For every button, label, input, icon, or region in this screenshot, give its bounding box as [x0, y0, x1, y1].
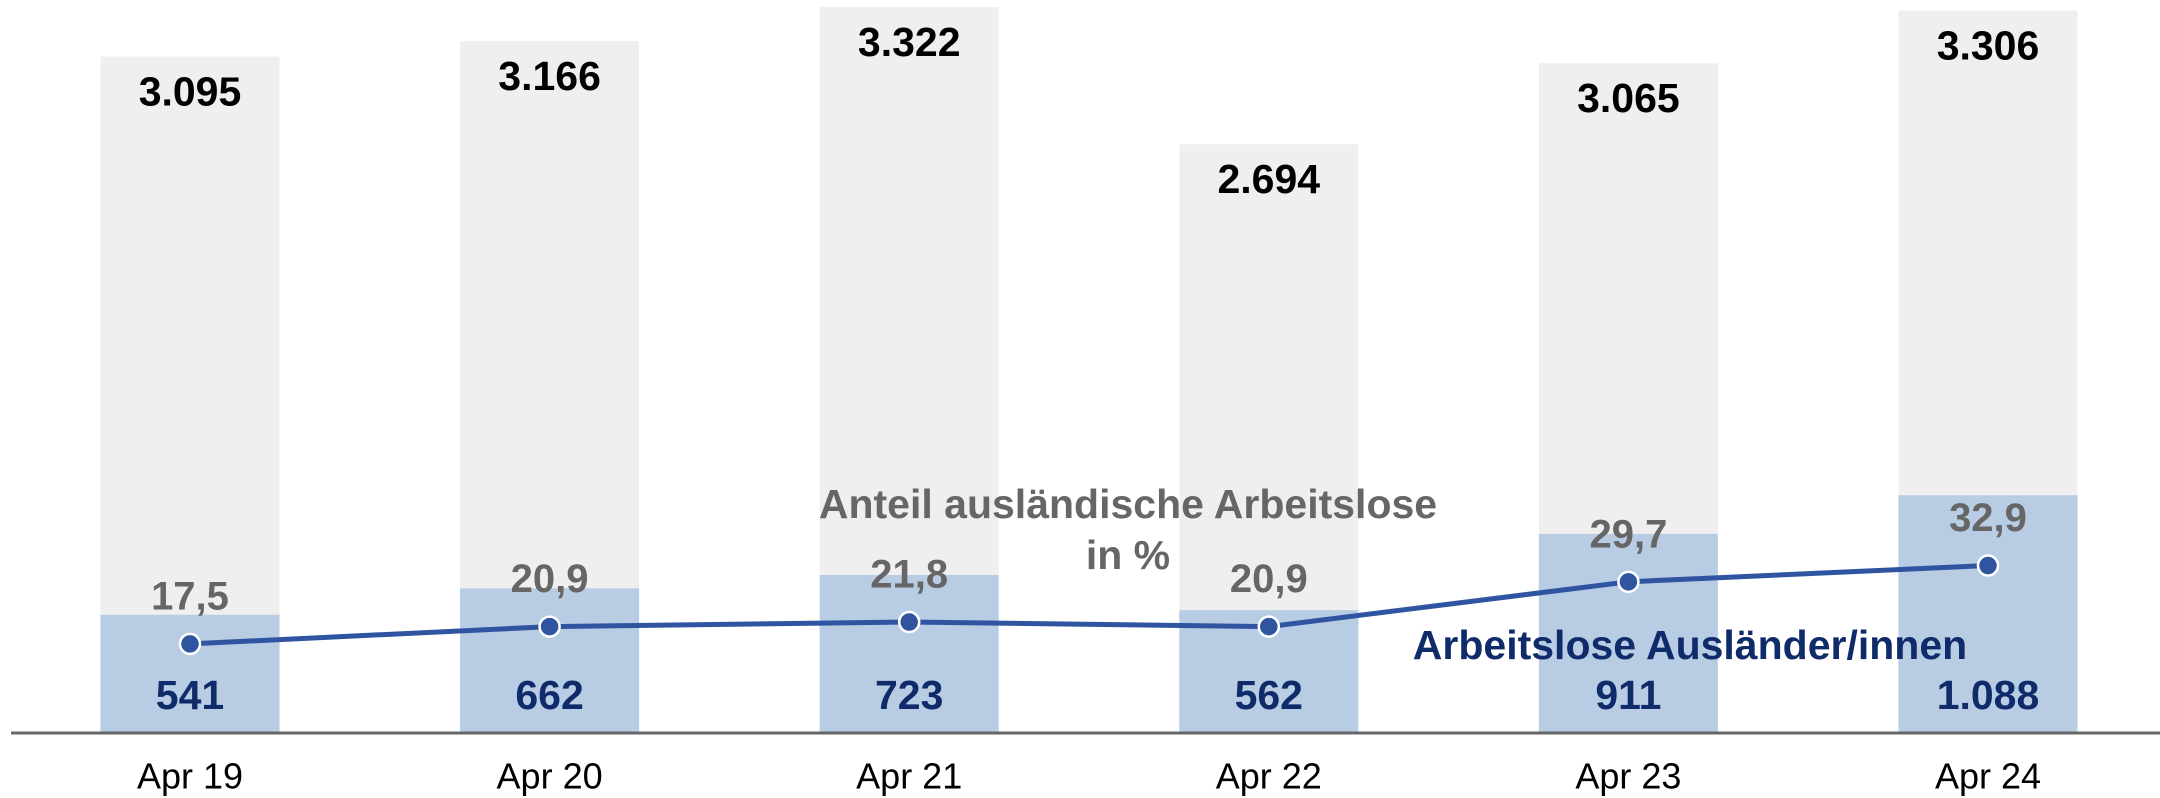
value-label: 562: [1235, 672, 1303, 718]
marker: [538, 615, 561, 638]
marker: [1617, 570, 1640, 594]
value-label: 20,9: [511, 557, 589, 601]
x-tick-label: Apr 23: [1575, 756, 1681, 797]
value-label: 3.306: [1937, 22, 2040, 68]
value-label: 911: [1595, 672, 1661, 718]
value-label: 20,9: [1230, 557, 1308, 601]
bar: [1538, 533, 1718, 733]
value-label: 29,7: [1589, 512, 1667, 556]
annotation: Anteil ausländische Arbeitslose: [819, 481, 1437, 527]
value-label: 2.694: [1217, 156, 1320, 202]
value-label: 32,9: [1949, 496, 2027, 540]
value-label: 662: [515, 672, 583, 718]
value-label: 3.322: [858, 19, 961, 65]
marker: [897, 610, 921, 634]
value-label: 1.088: [1937, 672, 2040, 718]
marker: [1257, 615, 1281, 638]
line: [189, 563, 1989, 647]
annotation: in %: [1086, 532, 1170, 578]
value-label: 3.065: [1577, 75, 1680, 121]
x-tick-label: Apr 24: [1935, 756, 2041, 797]
marker: [1976, 554, 2000, 577]
bar: [1898, 495, 2078, 733]
x-tick-label: Apr 20: [497, 756, 603, 797]
annotation: Arbeitslose Ausländer/innen: [1413, 622, 1967, 668]
bar: [819, 574, 999, 733]
value-label: 17,5: [151, 574, 229, 618]
value-label: 723: [875, 672, 943, 718]
x-tick-label: Apr 22: [1216, 756, 1322, 797]
value-label: 21,8: [870, 553, 948, 597]
x-tick-label: Apr 21: [856, 756, 962, 797]
value-label: 541: [156, 672, 224, 718]
value-label: 3.095: [139, 68, 242, 114]
value-label: 3.166: [498, 53, 601, 99]
marker: [178, 632, 202, 656]
bar: [460, 588, 640, 733]
x-tick-label: Apr 19: [137, 756, 243, 797]
